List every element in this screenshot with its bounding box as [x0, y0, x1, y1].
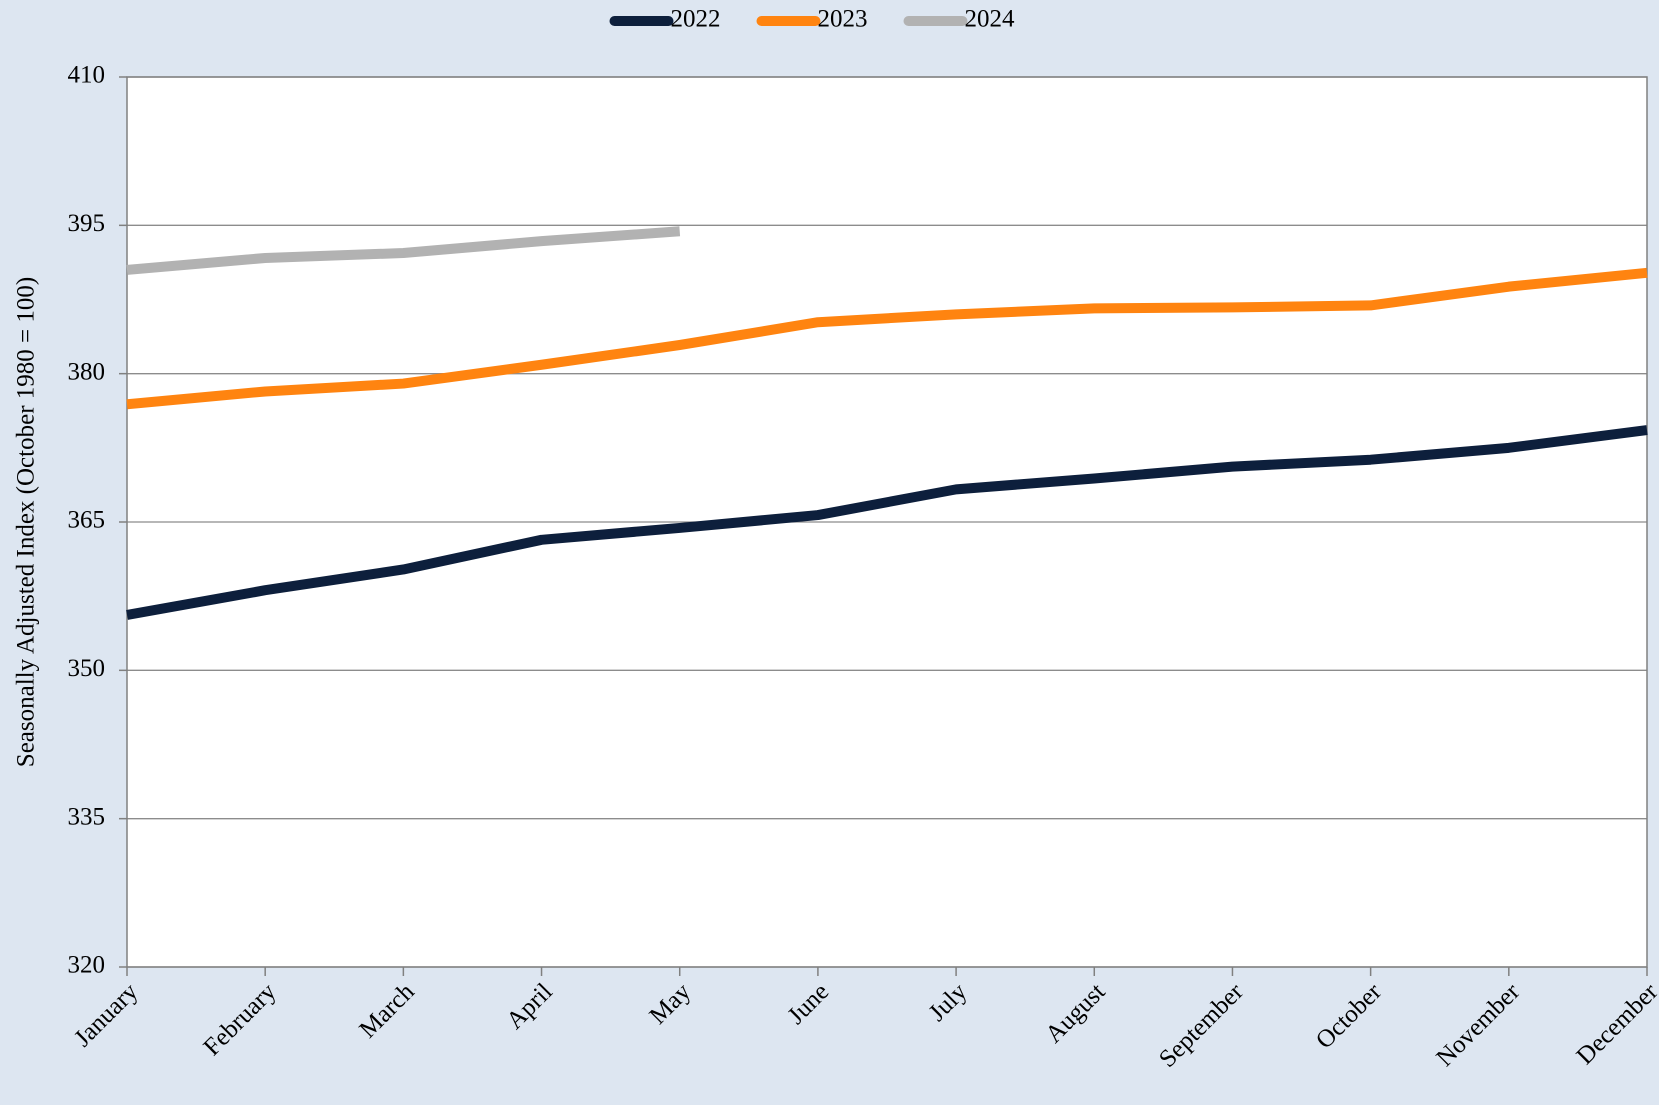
x-tick-label: June — [783, 978, 834, 1029]
x-tick-label: September — [1154, 978, 1249, 1073]
series-line — [126, 425, 1648, 620]
series-line — [126, 226, 681, 275]
plot-border — [126, 76, 1648, 968]
y-axis-label: Seasonally Adjusted Index (October 1980 … — [13, 277, 40, 767]
y-tick-label: 410 — [68, 62, 106, 89]
y-tick-label: 380 — [68, 358, 106, 385]
x-tick-label: October — [1311, 978, 1388, 1055]
x-tick-label: March — [354, 978, 420, 1044]
x-tick-label: February — [199, 978, 282, 1061]
x-tick-label: November — [1431, 978, 1525, 1072]
x-tick-label: July — [924, 978, 973, 1027]
x-tick-label: January — [69, 978, 143, 1052]
y-tick-label: 335 — [68, 803, 106, 830]
legend-label: 2022 — [671, 6, 721, 33]
y-tick-label: 395 — [68, 210, 106, 237]
x-tick-label: August — [1040, 978, 1110, 1048]
y-tick-label: 365 — [68, 507, 106, 534]
y-tick-label: 320 — [68, 952, 106, 979]
x-tick-label: May — [645, 978, 697, 1030]
y-tick-label: 350 — [68, 655, 106, 682]
series-line — [126, 267, 1648, 410]
legend-label: 2024 — [965, 6, 1016, 33]
x-tick-label: December — [1572, 978, 1659, 1070]
x-tick-label: April — [501, 978, 557, 1034]
legend-label: 2023 — [818, 6, 868, 33]
